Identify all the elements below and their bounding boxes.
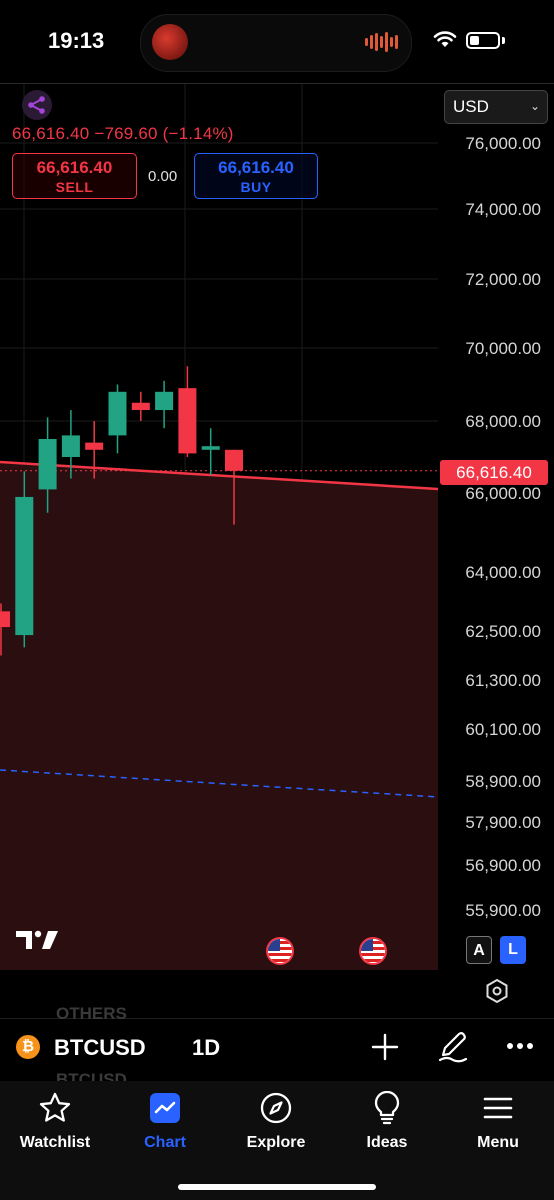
candle[interactable] xyxy=(85,421,104,479)
spread-value: 0.00 xyxy=(148,168,178,185)
nav-menu[interactable]: Menu xyxy=(443,1091,553,1152)
audio-wave-icon xyxy=(365,32,400,52)
nav-chart-label: Chart xyxy=(144,1134,186,1151)
battery-tip xyxy=(502,37,505,44)
candle-body xyxy=(178,388,197,454)
price-axis-label: 56,900.00 xyxy=(465,856,541,875)
nav-ideas-label: Ideas xyxy=(366,1134,408,1151)
nav-ideas[interactable]: Ideas xyxy=(332,1090,442,1152)
chevron-down-icon: ⌄ xyxy=(529,99,540,113)
nav-explore[interactable]: Explore xyxy=(221,1091,331,1152)
candle-body xyxy=(15,496,34,636)
candle-body xyxy=(0,611,10,628)
battery-icon xyxy=(466,32,500,49)
candle-body xyxy=(38,439,57,490)
price-axis-label: 66,000.00 xyxy=(465,484,541,503)
auto-scale-button[interactable]: A xyxy=(466,936,492,964)
buy-label: BUY xyxy=(240,179,272,195)
candle-body xyxy=(131,402,150,411)
us-event-flag-icon[interactable] xyxy=(359,937,387,965)
chart-top-divider xyxy=(0,83,554,84)
candle-body xyxy=(225,449,243,471)
chart-share-icon[interactable] xyxy=(22,90,52,120)
price-axis-label: 70,000.00 xyxy=(465,339,541,358)
sell-label: SELL xyxy=(55,179,94,195)
nav-watchlist-label: Watchlist xyxy=(19,1134,91,1151)
candle[interactable] xyxy=(61,410,80,479)
lightbulb-icon xyxy=(374,1090,400,1125)
status-time: 19:13 xyxy=(48,28,105,53)
price-axis-label: 55,900.00 xyxy=(465,901,541,920)
currency-select[interactable]: USD ⌄ xyxy=(444,90,548,124)
candle[interactable] xyxy=(225,449,243,525)
hamburger-icon xyxy=(483,1097,513,1119)
trend-line xyxy=(0,460,439,491)
nav-menu-label: Menu xyxy=(477,1134,519,1151)
candle[interactable] xyxy=(15,471,34,648)
price-axis-label: 60,100.00 xyxy=(465,720,541,739)
divider xyxy=(0,1018,554,1019)
price-axis-label: 58,900.00 xyxy=(465,772,541,791)
buy-price: 66,616.40 xyxy=(218,158,294,177)
chart-icon xyxy=(150,1093,180,1123)
price-axis-label: 64,000.00 xyxy=(465,563,541,582)
candle-body xyxy=(201,446,220,450)
candle[interactable] xyxy=(155,380,174,429)
more-options-icon[interactable] xyxy=(506,1042,534,1050)
share-nodes-icon xyxy=(28,96,45,114)
price-area xyxy=(0,462,438,970)
compass-icon xyxy=(260,1092,292,1124)
nav-chart[interactable]: Chart xyxy=(110,1091,220,1152)
candle[interactable] xyxy=(201,428,220,475)
candle-body xyxy=(85,442,104,450)
sell-button[interactable]: 66,616.40 SELL xyxy=(12,153,137,199)
price-axis-label: 72,000.00 xyxy=(465,270,541,289)
price-chart[interactable]: 76,000.00 74,000.00 72,000.00 70,000.00 68,0… xyxy=(0,84,554,974)
price-axis-label: 68,000.00 xyxy=(465,412,541,431)
buy-button[interactable]: 66,616.40 BUY xyxy=(194,153,318,199)
bottom-nav: Watchlist Chart Explore Ideas Menu xyxy=(0,1081,554,1200)
price-axis-label: 61,300.00 xyxy=(465,671,541,690)
star-icon xyxy=(39,1092,71,1122)
price-axis-label: 57,900.00 xyxy=(465,813,541,832)
symbol-name[interactable]: BTCUSD xyxy=(54,1035,146,1060)
us-event-flag-icon[interactable] xyxy=(266,937,294,965)
candle[interactable] xyxy=(108,384,127,454)
sell-price: 66,616.40 xyxy=(36,158,113,177)
wifi-icon xyxy=(433,31,457,47)
candle[interactable] xyxy=(178,366,197,457)
tradingview-logo-icon[interactable] xyxy=(16,928,60,952)
price-axis-label: 74,000.00 xyxy=(465,200,541,219)
candle[interactable] xyxy=(0,603,10,656)
price-axis-label: 76,000.00 xyxy=(465,134,541,153)
candle[interactable] xyxy=(131,391,150,421)
add-plus-icon[interactable] xyxy=(371,1033,399,1061)
nav-explore-label: Explore xyxy=(246,1134,306,1151)
candle[interactable] xyxy=(38,417,57,513)
candle-body xyxy=(61,435,80,457)
dashed-trend-line xyxy=(0,769,439,798)
nav-watchlist[interactable]: Watchlist xyxy=(0,1091,110,1152)
now-playing-artwork[interactable] xyxy=(152,24,188,60)
candle-body xyxy=(108,391,127,436)
drawing-pen-icon[interactable] xyxy=(437,1029,469,1063)
ghost-symbol-below: BTCUSD xyxy=(56,1070,127,1089)
home-indicator xyxy=(178,1184,376,1190)
currency-value: USD xyxy=(453,97,489,116)
chart-settings-hex-icon[interactable] xyxy=(485,978,509,1004)
price-axis-label: 62,500.00 xyxy=(465,622,541,641)
bitcoin-icon: ₿ xyxy=(16,1035,40,1059)
candle-body xyxy=(155,391,174,411)
quote-summary: 66,616.40 −769.60 (−1.14%) xyxy=(12,124,234,143)
log-scale-button[interactable]: L xyxy=(500,936,526,964)
ghost-symbol-above: OTHERS xyxy=(56,1004,127,1023)
current-price-tag: 66,616.40 xyxy=(440,460,548,485)
interval-selector[interactable]: 1D xyxy=(192,1035,221,1060)
